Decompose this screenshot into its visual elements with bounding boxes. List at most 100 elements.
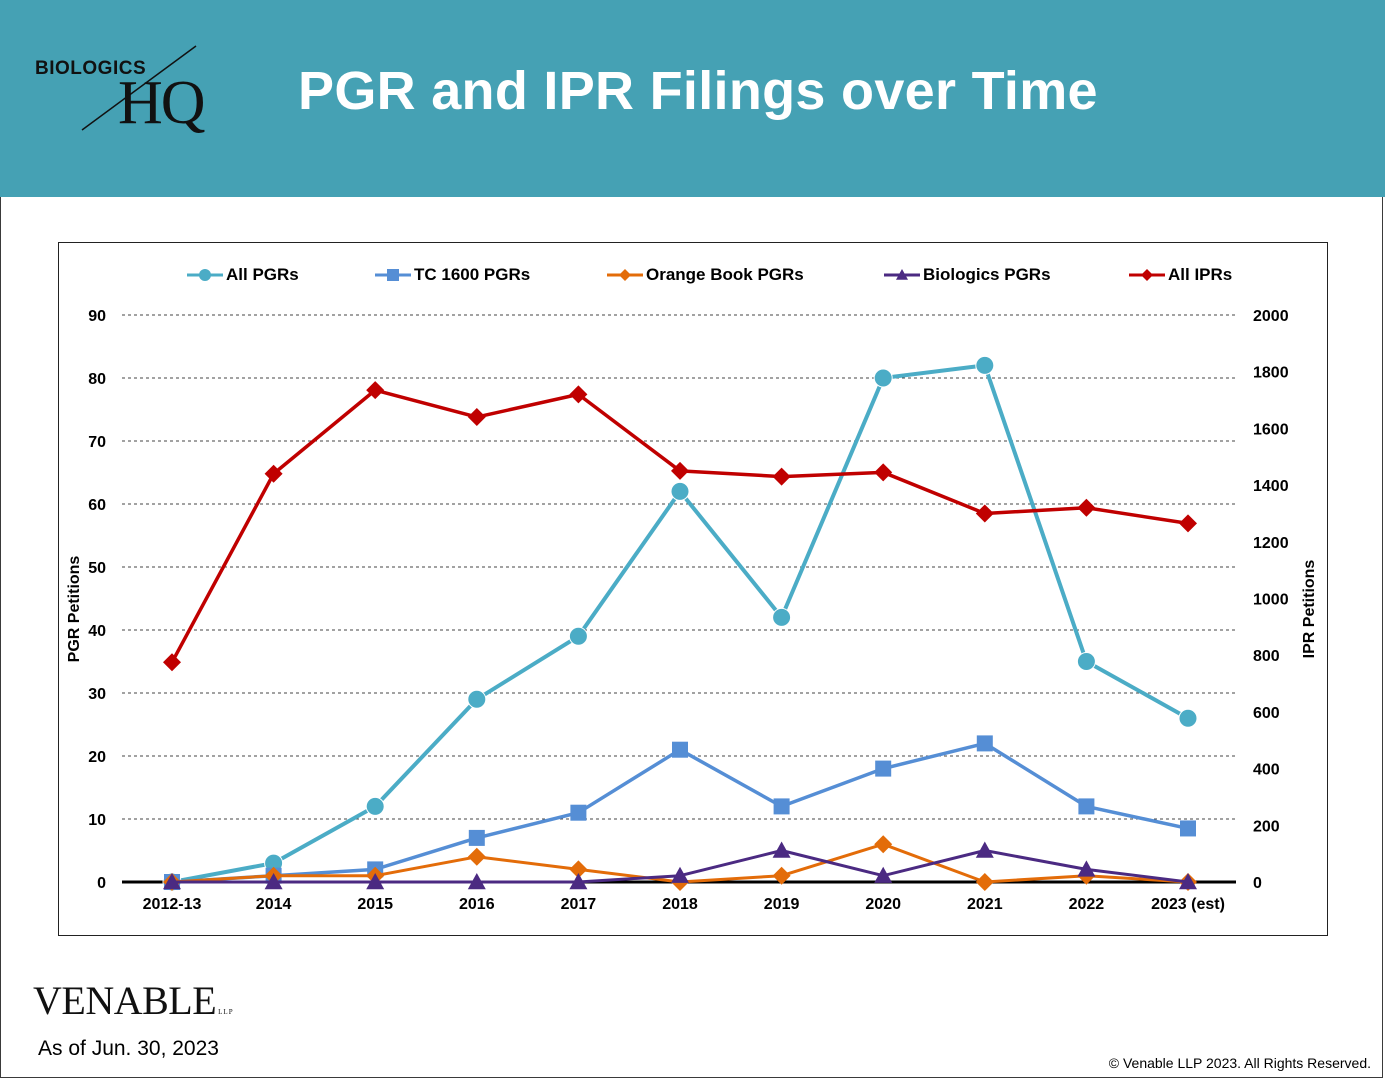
y-left-tick-label: 10 [88, 812, 106, 829]
data-point-biologics-pgrs [264, 873, 283, 890]
x-tick-label: 2018 [662, 896, 698, 913]
data-point-biologics-pgrs [874, 866, 893, 883]
legend-label: All IPRs [1168, 265, 1233, 284]
chart-frame [58, 242, 1328, 936]
x-tick-label: 2014 [256, 896, 292, 913]
data-point-all-iprs [975, 504, 994, 523]
data-point-biologics-pgrs [1077, 860, 1096, 877]
data-point-tc-1600-pgrs [672, 741, 688, 758]
legend-swatch [375, 269, 411, 281]
x-tick-label: 2015 [357, 896, 393, 913]
y-left-tick-label: 0 [97, 875, 106, 892]
y-right-tick-label: 1200 [1253, 535, 1289, 552]
y-left-tick-label: 30 [88, 686, 106, 703]
y-right-tick-label: 0 [1253, 875, 1262, 892]
y-right-tick-label: 2000 [1253, 308, 1289, 325]
legend-swatch [884, 269, 920, 280]
y-right-tick-label: 200 [1253, 818, 1280, 835]
y-right-tick-label: 600 [1253, 705, 1280, 722]
data-point-all-iprs [1077, 498, 1096, 517]
y-left-tick-label: 70 [88, 434, 106, 451]
y-left-tick-label: 80 [88, 371, 106, 388]
series-line-all-pgrs [171, 363, 1189, 884]
logo-slash [81, 45, 197, 131]
y-right-tick-label: 1400 [1253, 478, 1289, 495]
x-tick-label: 2016 [459, 896, 495, 913]
data-point-all-pgrs [467, 689, 487, 709]
data-point-all-pgrs [365, 796, 385, 816]
legend-item: All PGRs [186, 264, 299, 286]
x-tick-label: 2017 [561, 896, 597, 913]
data-point-all-iprs [163, 653, 181, 672]
data-point-orange-book-pgrs [874, 835, 893, 854]
data-point-all-pgrs [1076, 652, 1096, 671]
legend-label: TC 1600 PGRs [414, 265, 531, 284]
data-point-orange-book-pgrs [975, 873, 994, 891]
venable-logo: VENABLE LLP [33, 977, 234, 1024]
data-point-biologics-pgrs [1179, 873, 1197, 890]
y-left-axis-title: PGR Petitions [66, 556, 83, 663]
data-point-biologics-pgrs [772, 841, 791, 858]
legend-item: Orange Book PGRs [606, 264, 804, 286]
data-point-all-pgrs [670, 481, 690, 501]
y-right-axis-title: IPR Petitions [1301, 560, 1318, 659]
venable-brand: VENABLE [33, 978, 217, 1023]
data-point-all-iprs [366, 381, 385, 400]
y-left-tick-label: 90 [88, 308, 106, 325]
x-tick-label: 2012-13 [143, 896, 202, 913]
data-point-all-pgrs [975, 355, 995, 375]
logo-hq-text: HQ [118, 69, 206, 137]
x-tick-label: 2023 (est) [1151, 896, 1225, 913]
legend-item: TC 1600 PGRs [374, 264, 530, 286]
legend-swatch [187, 269, 223, 281]
legend-label: All PGRs [226, 265, 299, 284]
legend-label: Orange Book PGRs [646, 265, 804, 284]
data-point-tc-1600-pgrs [976, 735, 993, 752]
data-point-all-pgrs [568, 626, 588, 646]
data-point-orange-book-pgrs [772, 866, 791, 885]
data-point-biologics-pgrs [366, 873, 385, 890]
data-point-tc-1600-pgrs [1180, 820, 1196, 837]
copyright-notice: © Venable LLP 2023. All Rights Reserved. [1108, 1055, 1371, 1071]
y-right-tick-label: 1800 [1253, 365, 1289, 382]
y-right-tick-label: 1600 [1253, 421, 1289, 438]
data-point-biologics-pgrs [467, 873, 486, 890]
as-of-date: As of Jun. 30, 2023 [38, 1037, 219, 1060]
header-banner [0, 0, 1385, 197]
y-left-tick-label: 20 [88, 749, 106, 766]
y-left-tick-label: 60 [88, 497, 106, 514]
data-point-biologics-pgrs [163, 873, 181, 890]
data-point-all-iprs [874, 463, 893, 482]
legend-label: Biologics PGRs [923, 265, 1051, 284]
data-point-tc-1600-pgrs [875, 760, 892, 777]
legend-item: All IPRs [1128, 264, 1232, 286]
data-point-biologics-pgrs [671, 866, 689, 883]
legend-item: Biologics PGRs [883, 264, 1051, 286]
data-point-all-pgrs [873, 368, 893, 388]
y-right-tick-label: 1000 [1253, 592, 1289, 609]
data-point-biologics-pgrs [569, 873, 588, 890]
page-title: PGR and IPR Filings over Time [298, 61, 1098, 121]
series-line-all-iprs [170, 388, 1189, 664]
data-point-orange-book-pgrs [569, 860, 588, 879]
logo-biologics-text: BIOLOGICS [35, 58, 147, 79]
x-tick-label: 2019 [764, 896, 800, 913]
data-point-tc-1600-pgrs [1078, 798, 1095, 815]
data-point-all-iprs [772, 467, 791, 486]
y-left-tick-label: 50 [88, 560, 106, 577]
data-point-orange-book-pgrs [467, 847, 486, 866]
data-point-tc-1600-pgrs [468, 829, 485, 846]
data-point-all-pgrs [1178, 708, 1198, 728]
x-tick-label: 2022 [1069, 896, 1105, 913]
x-tick-label: 2021 [967, 896, 1003, 913]
data-point-biologics-pgrs [975, 841, 994, 858]
y-right-tick-label: 800 [1253, 648, 1280, 665]
y-right-tick-label: 400 [1253, 762, 1280, 779]
data-point-all-iprs [569, 385, 588, 404]
data-point-all-iprs [1179, 514, 1197, 533]
data-point-all-iprs [264, 464, 283, 483]
venable-llp: LLP [218, 1008, 234, 1016]
data-point-tc-1600-pgrs [570, 804, 587, 821]
data-point-all-pgrs [772, 607, 792, 627]
